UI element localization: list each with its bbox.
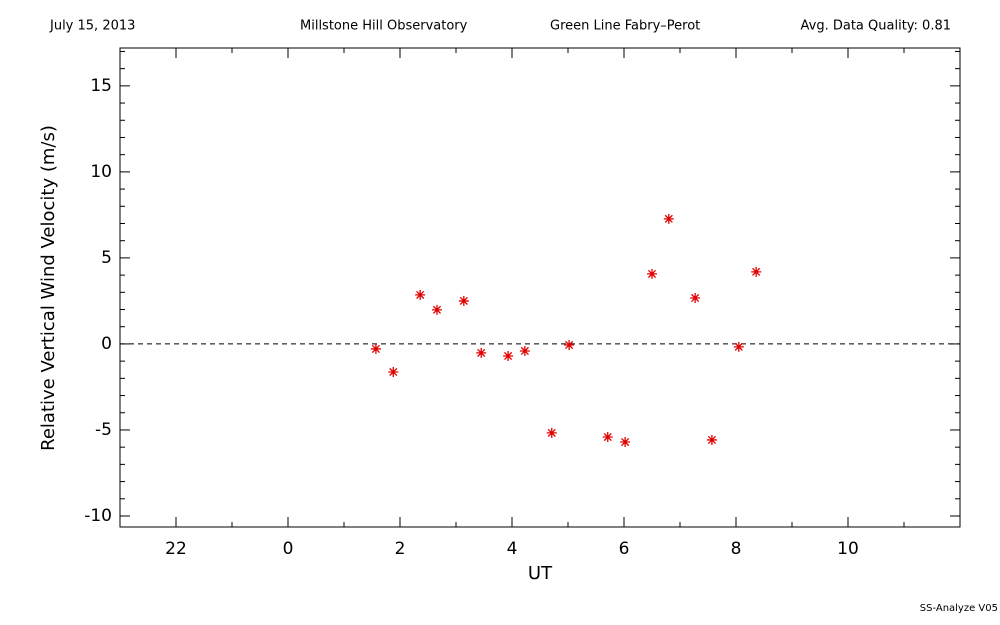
header-instrument: Green Line Fabry–Perot <box>550 19 700 34</box>
plot-frame <box>119 47 961 528</box>
data-point <box>663 213 674 224</box>
data-point <box>370 343 381 354</box>
x-tick-label: 8 <box>731 539 742 559</box>
data-point <box>751 266 762 277</box>
data-point <box>647 268 657 279</box>
header-date: July 15, 2013 <box>49 19 135 34</box>
y-tick-label: -10 <box>84 506 112 526</box>
data-point <box>458 295 469 306</box>
data-point <box>388 366 399 377</box>
x-tick-label: 2 <box>395 539 406 559</box>
data-point <box>706 434 717 445</box>
y-tick-label: 15 <box>90 76 112 96</box>
data-point <box>690 292 701 303</box>
y-tick-label: 0 <box>101 334 112 354</box>
x-tick-label: 6 <box>619 539 630 559</box>
x-tick-label: 0 <box>283 539 294 559</box>
y-tick-label: -5 <box>95 420 112 440</box>
data-point <box>564 339 575 350</box>
y-tick-label: 5 <box>101 248 112 268</box>
data-point <box>415 289 426 300</box>
data-point <box>620 437 631 448</box>
y-tick-label: 10 <box>90 162 112 182</box>
footer: SS-Analyze V05 <box>920 603 998 614</box>
data-point <box>546 427 557 438</box>
data-point <box>431 304 442 315</box>
x-tick-label: 10 <box>837 539 859 559</box>
data-point <box>476 347 487 358</box>
header-observatory: Millstone Hill Observatory <box>300 19 468 34</box>
data-point <box>733 341 744 352</box>
data-point <box>519 345 530 356</box>
data-point <box>602 432 613 443</box>
y-axis-label: Relative Vertical Wind Velocity (m/s) <box>38 125 59 451</box>
data-point <box>503 350 514 361</box>
x-axis-label: UT <box>528 563 553 584</box>
x-tick-label: 22 <box>165 539 187 559</box>
header-quality: Avg. Data Quality: 0.81 <box>801 19 951 34</box>
x-tick-label: 4 <box>507 539 518 559</box>
